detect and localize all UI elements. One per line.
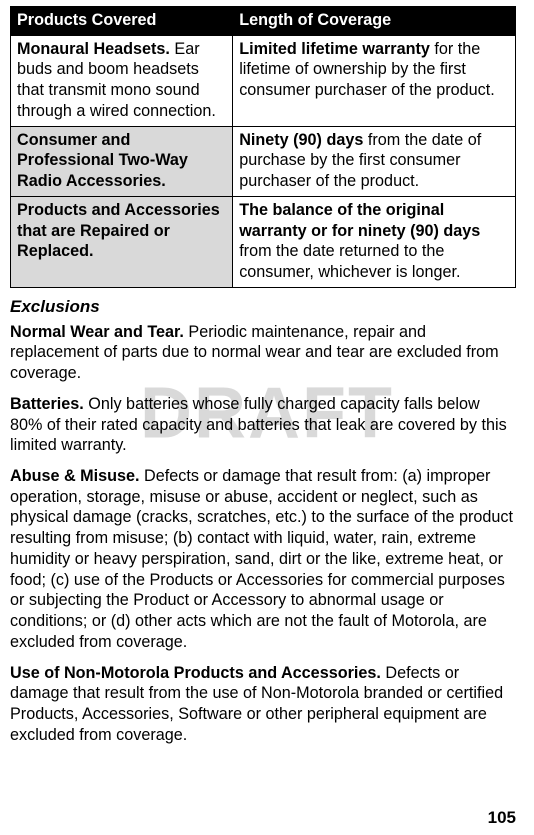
table-row: Monaural Headsets. Ear buds and boom hea… xyxy=(11,35,516,126)
table-header-products: Products Covered xyxy=(11,7,233,36)
coverage-table: Products Covered Length of Coverage Mona… xyxy=(10,6,516,288)
cell-lead: Ninety (90) days xyxy=(239,131,363,149)
table-cell: Monaural Headsets. Ear buds and boom hea… xyxy=(11,35,233,126)
cell-rest: from the date returned to the consumer, … xyxy=(239,242,460,281)
table-row: Products and Accessories that are Repair… xyxy=(11,196,516,287)
para-lead: Abuse & Misuse. xyxy=(10,467,140,485)
paragraph: Abuse & Misuse. Defects or damage that r… xyxy=(10,466,516,653)
cell-lead: Products and Accessories that are Repair… xyxy=(17,201,220,260)
paragraph: Batteries. Only batteries whose fully ch… xyxy=(10,394,516,456)
para-lead: Use of Non-Motorola Products and Accesso… xyxy=(10,664,381,682)
table-cell: Products and Accessories that are Repair… xyxy=(11,196,233,287)
para-lead: Normal Wear and Tear. xyxy=(10,323,184,341)
table-row: Consumer and Professional Two-Way Radio … xyxy=(11,126,516,196)
table-header-length: Length of Coverage xyxy=(233,7,516,36)
paragraph: Use of Non-Motorola Products and Accesso… xyxy=(10,663,516,746)
table-cell: Limited lifetime warranty for the lifeti… xyxy=(233,35,516,126)
cell-lead: Monaural Headsets. xyxy=(17,40,170,58)
page-number: 105 xyxy=(488,807,516,829)
section-heading-exclusions: Exclusions xyxy=(10,296,516,318)
table-cell: The balance of the original warranty or … xyxy=(233,196,516,287)
cell-lead: Limited lifetime warranty xyxy=(239,40,430,58)
paragraph: Normal Wear and Tear. Periodic maintenan… xyxy=(10,322,516,384)
para-lead: Batteries. xyxy=(10,395,84,413)
cell-lead: The balance of the original warranty or … xyxy=(239,201,480,240)
table-cell: Consumer and Professional Two-Way Radio … xyxy=(11,126,233,196)
table-cell: Ninety (90) days from the date of purcha… xyxy=(233,126,516,196)
para-rest: Defects or damage that result from: (a) … xyxy=(10,467,513,651)
para-rest: Only batteries whose fully charged capac… xyxy=(10,395,507,454)
cell-lead: Consumer and Professional Two-Way Radio … xyxy=(17,131,188,190)
